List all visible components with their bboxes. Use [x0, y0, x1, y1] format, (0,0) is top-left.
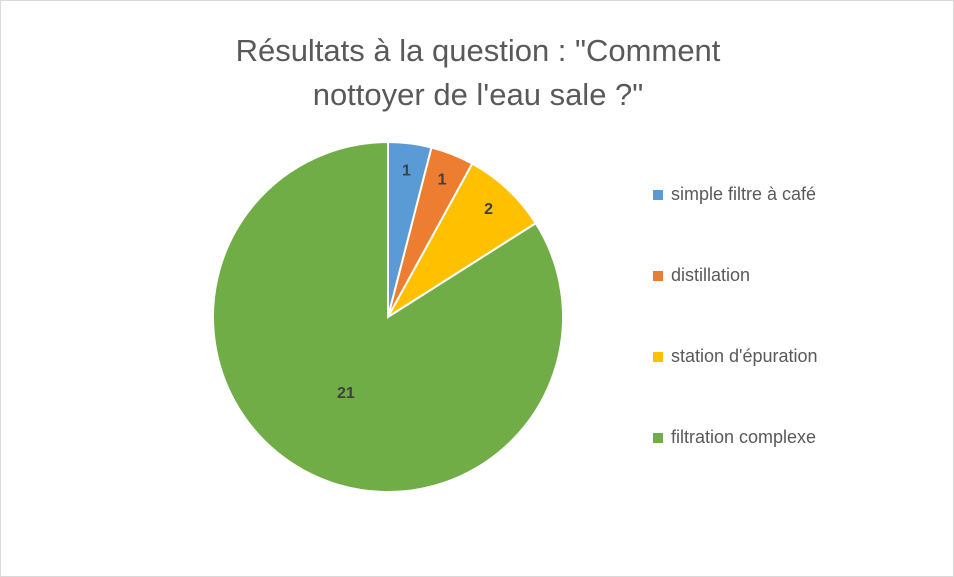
data-label: 1 — [402, 162, 411, 179]
legend-swatch — [653, 352, 663, 362]
legend-swatch — [653, 190, 663, 200]
legend-swatch — [653, 433, 663, 443]
legend-label: simple filtre à café — [671, 184, 816, 204]
pie-slice — [212, 140, 564, 493]
data-label: 2 — [484, 201, 493, 218]
data-label: 21 — [337, 385, 355, 402]
legend-label: station d'épuration — [671, 346, 818, 366]
legend-label: distillation — [671, 265, 750, 285]
legend-label: filtration complexe — [671, 427, 816, 447]
chart-title: Résultats à la question : "Comment notto… — [235, 33, 721, 112]
data-label: 1 — [438, 172, 447, 189]
legend-swatch — [653, 271, 663, 281]
